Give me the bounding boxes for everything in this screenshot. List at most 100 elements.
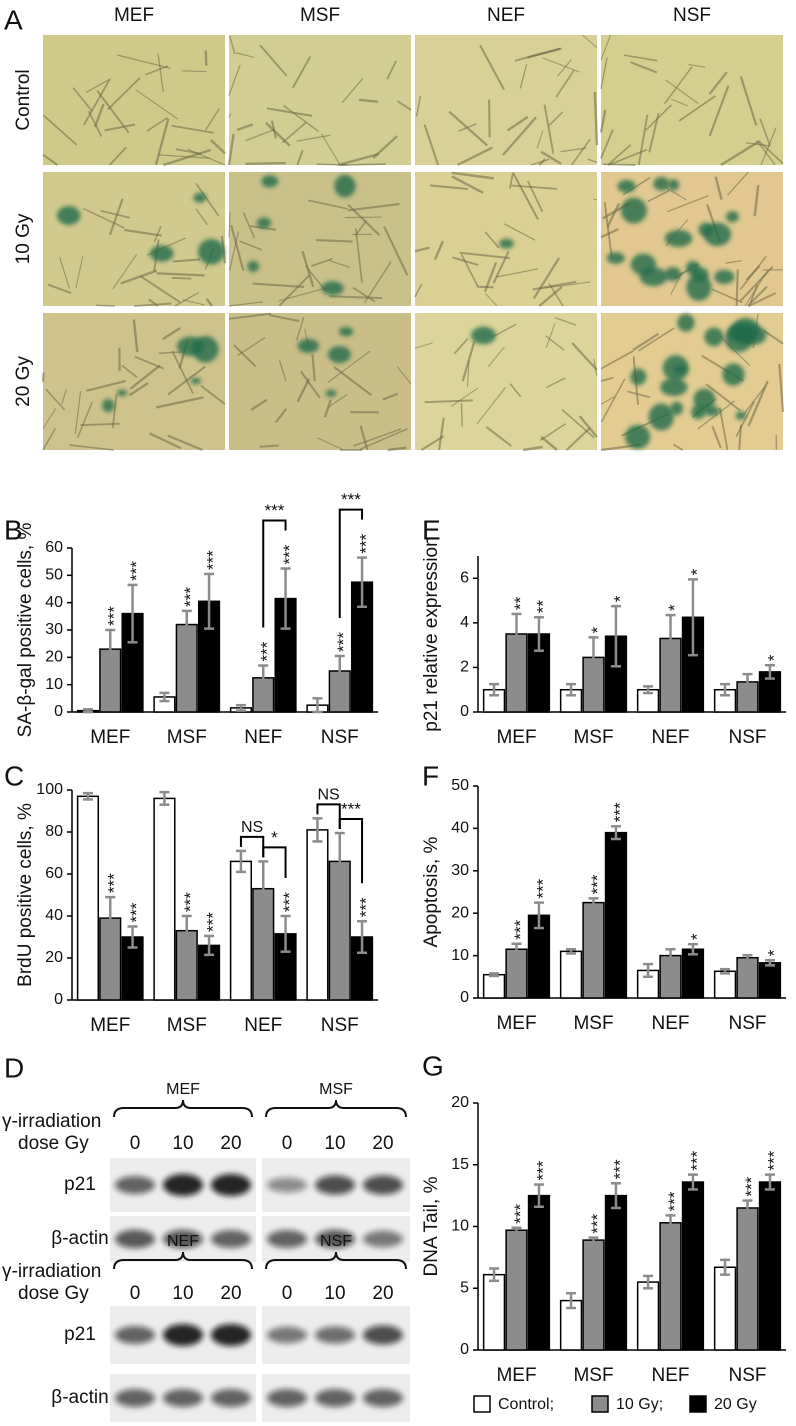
comparison-label: *** — [341, 490, 361, 509]
cell — [329, 259, 351, 269]
cell — [112, 253, 138, 290]
y-axis-label: BrdU positive cells, % — [15, 803, 36, 987]
band — [115, 1389, 155, 1407]
cell — [536, 130, 544, 149]
legend-label: 20 Gy — [714, 1396, 757, 1413]
y-tick-label: 20 — [45, 949, 63, 966]
cell — [530, 158, 550, 166]
comparison-label: NS — [241, 819, 263, 836]
legend-swatch — [591, 1395, 609, 1413]
cell — [587, 158, 598, 163]
cell — [561, 409, 595, 439]
x-tick-label: MSF — [167, 727, 207, 748]
legend-label: Control; — [498, 1396, 554, 1413]
cell — [299, 370, 321, 399]
cell — [547, 111, 564, 127]
bar — [582, 1239, 605, 1351]
stained-cell — [338, 326, 354, 337]
cell — [42, 408, 57, 429]
cell — [451, 171, 495, 180]
significance: ** — [511, 596, 530, 610]
cell — [76, 401, 93, 439]
band — [363, 1325, 403, 1345]
dose-value: 10 — [172, 1283, 193, 1304]
x-tick-label: NSF — [321, 1015, 359, 1036]
cell — [157, 53, 164, 93]
cell — [742, 386, 766, 416]
cell — [483, 261, 498, 293]
significance: * — [687, 568, 706, 575]
y-tick-label: 10 — [45, 676, 63, 693]
cell — [600, 35, 611, 60]
stained-cell — [725, 211, 739, 223]
panel-letter: E — [422, 514, 441, 545]
cell — [340, 163, 386, 166]
significance: *** — [764, 1150, 783, 1170]
bar — [505, 1229, 528, 1351]
cell — [93, 103, 105, 128]
cell — [274, 408, 288, 424]
cell — [582, 34, 598, 48]
band — [163, 1174, 203, 1196]
bar — [713, 1266, 737, 1351]
significance: *** — [610, 802, 629, 822]
cell — [245, 161, 286, 166]
cell — [182, 299, 205, 306]
cell — [666, 195, 709, 213]
cell — [353, 428, 402, 447]
cell — [171, 350, 194, 395]
micrograph-background — [415, 313, 597, 450]
cell — [495, 268, 538, 278]
cell — [438, 417, 445, 451]
cell — [747, 285, 768, 307]
y-tick-label: 0 — [54, 703, 63, 720]
micrograph — [43, 172, 227, 307]
dose-value: 0 — [282, 1283, 293, 1304]
band — [115, 1229, 155, 1249]
bar — [559, 950, 583, 999]
stained-cell — [334, 174, 356, 198]
cell — [485, 426, 512, 447]
cell — [448, 110, 488, 147]
brace — [265, 1251, 407, 1270]
cell — [278, 274, 311, 307]
cell — [109, 146, 127, 166]
significance: * — [610, 595, 629, 602]
significance: *** — [334, 632, 353, 652]
cell — [603, 202, 613, 257]
y-tick-label: 20 — [45, 649, 63, 666]
x-tick-label: NEF — [244, 1015, 282, 1036]
cell — [506, 115, 529, 132]
row-label: β-actin — [51, 1228, 108, 1249]
y-tick-label: 0 — [460, 1341, 469, 1358]
band — [211, 1174, 251, 1196]
cell — [745, 142, 770, 147]
column-label: NEF — [487, 5, 525, 26]
band — [211, 1230, 251, 1248]
cell — [424, 399, 473, 404]
band — [267, 1230, 307, 1248]
cell — [139, 275, 181, 304]
bar — [482, 1273, 506, 1351]
stained-cell — [741, 325, 767, 345]
cell — [210, 139, 226, 155]
legend-label: 10 Gy; — [616, 1396, 663, 1413]
cell — [600, 376, 614, 382]
cell — [171, 276, 192, 280]
stained-cell — [606, 252, 625, 264]
cell — [229, 35, 236, 54]
band — [267, 1326, 307, 1344]
cell — [337, 152, 380, 167]
significance: *** — [204, 550, 223, 570]
cell — [75, 256, 84, 289]
band — [315, 1389, 355, 1407]
stained-cell — [193, 192, 207, 203]
cell — [172, 258, 201, 263]
bar — [527, 1194, 551, 1351]
micrograph — [600, 171, 784, 307]
cell — [269, 314, 300, 323]
x-tick-label: NEF — [652, 727, 690, 748]
cell — [281, 121, 307, 144]
cell — [511, 184, 558, 190]
significance: *** — [357, 533, 376, 553]
